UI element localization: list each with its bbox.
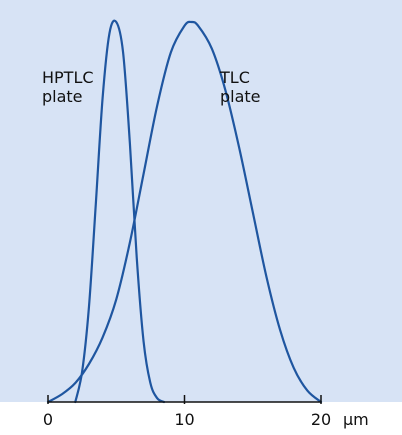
curves (46, 19, 323, 404)
tlc-plate-label: TLC plate (219, 68, 261, 106)
x-axis: 0 10 20 µm (43, 395, 369, 429)
tlc-curve (46, 20, 323, 404)
tlc-plate-label-line-1: plate (220, 87, 261, 106)
x-tick-label-0: 0 (43, 410, 53, 429)
hptlc-plate-label-line-0: HPTLC (42, 68, 94, 87)
x-axis-unit-label: µm (343, 410, 369, 429)
x-tick-label-20: 20 (311, 410, 331, 429)
x-tick-label-10: 10 (174, 410, 194, 429)
hptlc-curve (74, 19, 166, 404)
tlc-plate-label-line-0: TLC (219, 68, 250, 87)
chart-panel (0, 0, 402, 402)
hptlc-plate-label-line-1: plate (42, 87, 83, 106)
hptlc-plate-label: HPTLC plate (42, 68, 94, 106)
